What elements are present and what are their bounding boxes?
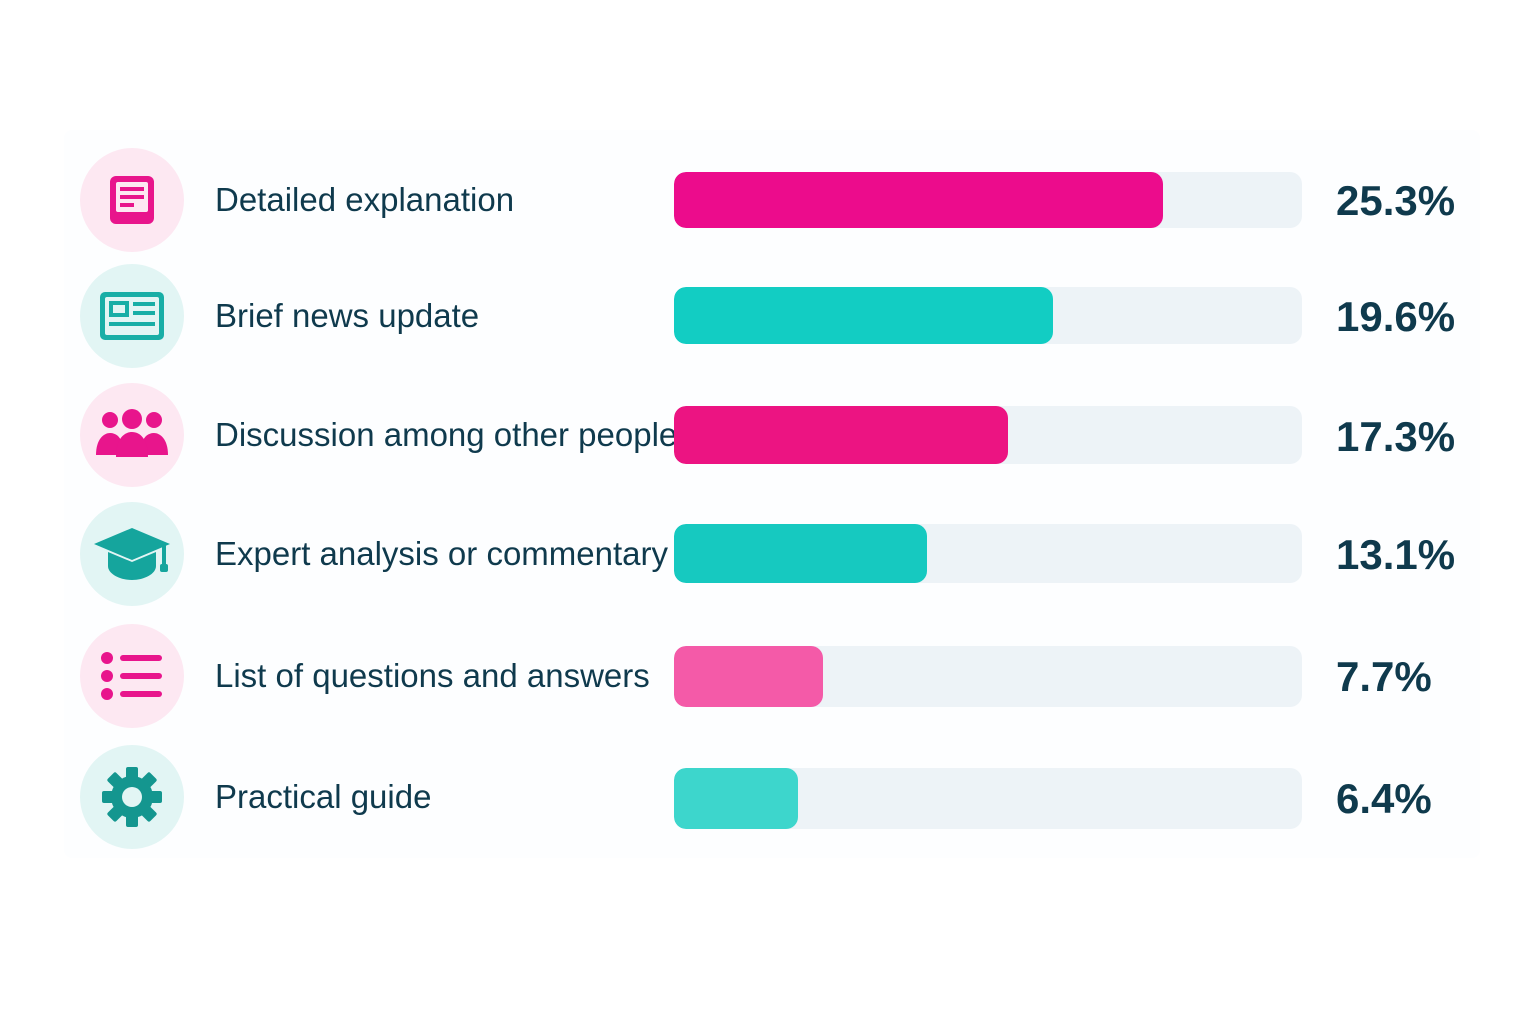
category-label: Brief news update [215,297,480,334]
bar [674,287,1053,344]
bar [674,406,1009,464]
bar [674,524,928,583]
document-icon [80,148,184,252]
value-label: 19.6% [1336,293,1456,340]
category-label: List of questions and answers [215,657,650,694]
bar [674,768,798,829]
value-label: 17.3% [1336,413,1456,460]
category-label: Discussion among other people [215,416,678,453]
category-label: Expert analysis or commentary [215,535,668,572]
bar-track [674,287,1302,344]
people-icon [80,383,184,487]
chart-row: Detailed explanation 25.3% [64,148,1480,258]
chart-row: Practical guide 6.4% [64,745,1480,855]
list-icon [80,624,184,728]
chart-row: Brief news update 19.6% [64,264,1480,374]
chart-row: Expert analysis or commentary 13.1% [64,502,1480,612]
category-label: Practical guide [215,778,432,815]
graduation-cap-icon [80,502,184,606]
bar [674,646,823,707]
chart-row: List of questions and answers 7.7% [64,624,1480,734]
value-label: 13.1% [1336,531,1456,578]
bar-track [674,768,1302,829]
bar-track [674,646,1302,707]
value-label: 6.4% [1336,775,1432,822]
gear-icon [80,745,184,849]
newspaper-icon [80,264,184,368]
chart-row: Discussion among other people 17.3% [64,383,1480,493]
value-label: 7.7% [1336,653,1432,700]
bar-track [674,524,1302,583]
chart-panel: Detailed explanation 25.3% Brief news up… [64,130,1480,858]
bar [674,172,1163,228]
bar-track [674,406,1302,464]
category-label: Detailed explanation [215,181,515,218]
value-label: 25.3% [1336,177,1456,224]
bar-track [674,172,1302,228]
